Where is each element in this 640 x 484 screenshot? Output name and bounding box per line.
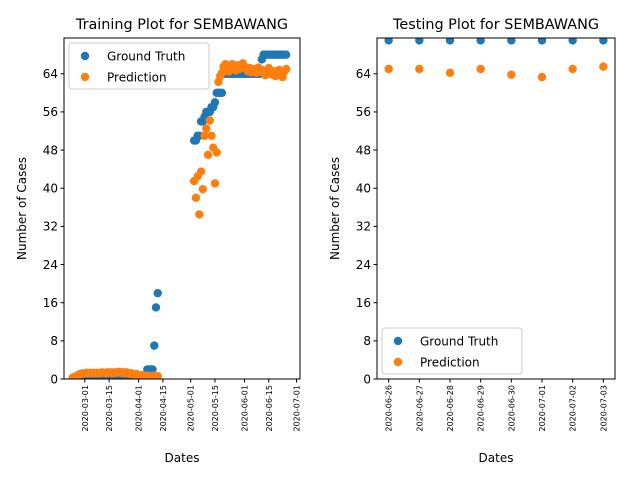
legend-marker-prediction bbox=[393, 357, 403, 367]
prediction-point bbox=[599, 62, 608, 71]
prediction-point bbox=[415, 64, 424, 74]
x-tick-label: 2020-06-27 bbox=[415, 385, 424, 432]
legend-label-prediction: Prediction bbox=[107, 70, 167, 84]
y-tick-label: 64 bbox=[356, 67, 371, 81]
y-tick-label: 32 bbox=[356, 220, 371, 234]
legend-box bbox=[68, 42, 210, 90]
prediction-point bbox=[203, 150, 213, 160]
y-tick-label: 40 bbox=[43, 182, 58, 196]
prediction-point bbox=[153, 371, 162, 379]
y-tick-label: 24 bbox=[356, 258, 371, 272]
x-tick-label: 2020-06-28 bbox=[446, 385, 455, 432]
prediction-point bbox=[198, 184, 208, 194]
axes-frame bbox=[63, 37, 301, 380]
ground-truth-point bbox=[151, 303, 161, 312]
prediction-point bbox=[210, 179, 220, 188]
y-tick-label: 64 bbox=[43, 67, 58, 81]
legend: Ground Truth Prediction bbox=[68, 42, 210, 90]
ground-truth-point bbox=[281, 50, 291, 59]
x-tick-label: 2020-06-29 bbox=[477, 385, 486, 432]
y-tick-label: 56 bbox=[43, 105, 58, 119]
x-tick-label: 2020-05-01 bbox=[187, 385, 196, 432]
y-tick-label: 0 bbox=[363, 372, 371, 386]
prediction-point bbox=[200, 131, 209, 140]
prediction-point bbox=[195, 210, 204, 219]
x-tick-label: 2020-06-26 bbox=[385, 385, 394, 432]
ground-truth-point bbox=[568, 38, 577, 45]
prediction-point bbox=[476, 64, 485, 74]
x-tick-label: 2020-04-15 bbox=[159, 385, 168, 432]
prediction-point bbox=[537, 72, 547, 82]
legend-marker-ground-truth bbox=[80, 51, 90, 61]
y-axis-label: Number of Cases bbox=[328, 157, 342, 260]
legend-marker-ground-truth bbox=[393, 336, 403, 346]
ground-truth-point bbox=[210, 98, 220, 107]
axes-frame bbox=[376, 37, 616, 380]
prediction-point bbox=[384, 64, 393, 74]
prediction-point bbox=[202, 124, 211, 133]
x-tick-label: 2020-07-03 bbox=[599, 385, 608, 432]
y-tick-label: 48 bbox=[356, 143, 371, 157]
x-tick-label: 2020-03-01 bbox=[81, 385, 90, 432]
ground-truth-point bbox=[150, 341, 159, 350]
legend: Ground Truth Prediction bbox=[381, 327, 523, 375]
x-tick-label: 2020-06-01 bbox=[240, 385, 249, 432]
prediction-point bbox=[212, 148, 221, 157]
ground-truth-point bbox=[217, 88, 227, 98]
plot-training: 0 8 16 24 32 40 48 56 64 2020-03-01 2020-03-15 2020… bbox=[15, 17, 302, 465]
x-tick-label: 2020-06-15 bbox=[265, 385, 274, 432]
ground-truth-point bbox=[445, 38, 455, 45]
ground-truth-point bbox=[507, 38, 516, 45]
y-tick-label: 16 bbox=[356, 296, 371, 310]
y-tick-label: 8 bbox=[363, 334, 371, 348]
plot-testing: 0 8 16 24 32 40 48 56 64 2020-06-26 2020-06-27 2020… bbox=[328, 17, 616, 465]
prediction-point bbox=[196, 167, 206, 176]
y-tick-label: 40 bbox=[356, 182, 371, 196]
x-tick-label: 2020-07-01 bbox=[293, 385, 302, 432]
x-tick-label: 2020-07-01 bbox=[538, 385, 547, 432]
x-axis-label: Dates bbox=[479, 451, 514, 465]
x-tick-label: 2020-05-15 bbox=[211, 385, 220, 432]
y-tick-label: 16 bbox=[43, 296, 58, 310]
y-tick-label: 56 bbox=[356, 105, 371, 119]
x-tick-label: 2020-03-15 bbox=[105, 385, 114, 432]
ground-truth-point bbox=[537, 38, 547, 45]
plot-title: Testing Plot for SEMBAWANG bbox=[392, 17, 599, 33]
legend-box bbox=[381, 327, 523, 375]
legend-marker-prediction bbox=[80, 72, 90, 82]
y-tick-label: 24 bbox=[43, 258, 58, 272]
y-tick-label: 8 bbox=[50, 334, 58, 348]
y-tick-label: 48 bbox=[43, 143, 58, 157]
prediction-point bbox=[445, 68, 455, 78]
prediction-point bbox=[507, 70, 516, 79]
ground-truth-point bbox=[599, 38, 608, 45]
x-axis-label: Dates bbox=[165, 451, 200, 465]
y-tick-label: 0 bbox=[50, 372, 58, 386]
ground-truth-point bbox=[153, 288, 162, 298]
legend-label-prediction: Prediction bbox=[420, 355, 480, 369]
prediction-point bbox=[205, 116, 214, 125]
prediction-point bbox=[191, 193, 201, 202]
y-tick-label: 32 bbox=[43, 220, 58, 234]
ground-truth-point bbox=[476, 38, 485, 45]
legend-label-ground-truth: Ground Truth bbox=[420, 334, 498, 348]
x-tick-label: 2020-06-30 bbox=[507, 385, 516, 432]
prediction-point bbox=[568, 64, 577, 74]
data-points bbox=[68, 50, 291, 379]
x-tick-label: 2020-04-01 bbox=[135, 385, 144, 432]
ground-truth-point bbox=[415, 38, 424, 45]
legend-label-ground-truth: Ground Truth bbox=[107, 49, 185, 63]
prediction-point bbox=[281, 64, 291, 74]
ground-truth-point bbox=[384, 38, 393, 45]
prediction-point bbox=[207, 131, 216, 140]
plot-title: Training Plot for SEMBAWANG bbox=[75, 17, 288, 33]
x-tick-label: 2020-07-02 bbox=[569, 385, 578, 432]
data-points bbox=[384, 38, 608, 82]
y-axis-label: Number of Cases bbox=[15, 157, 29, 260]
